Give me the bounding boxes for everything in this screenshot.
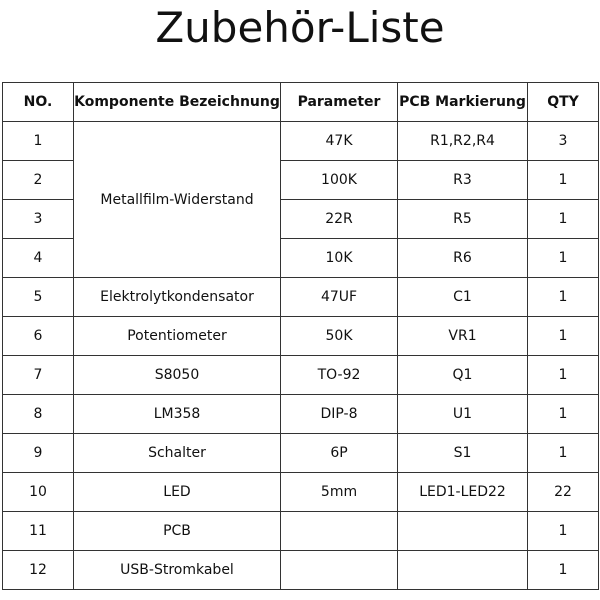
cell-pcb-marking: R5 (397, 199, 528, 239)
cell-no: 4 (2, 238, 74, 278)
cell-component: LM358 (73, 394, 281, 434)
cell-component: Potentiometer (73, 316, 281, 356)
table-row: 10 LED 5mm LED1-LED22 22 (2, 472, 599, 512)
cell-no: 9 (2, 433, 74, 473)
cell-no: 5 (2, 277, 74, 317)
cell-parameter: 22R (280, 199, 398, 239)
cell-pcb-marking: VR1 (397, 316, 528, 356)
cell-pcb-marking: R3 (397, 160, 528, 200)
cell-no: 11 (2, 511, 74, 551)
table-row: 7 S8050 TO-92 Q1 1 (2, 355, 599, 395)
table-row: 1 Metallfilm-Widerstand 47K R1,R2,R4 3 (2, 121, 599, 278)
cell-qty: 1 (527, 355, 599, 395)
table-row: 11 PCB 1 (2, 511, 599, 551)
page-title: Zubehör-Liste (155, 3, 445, 52)
cell-component: LED (73, 472, 281, 512)
cell-pcb-marking: C1 (397, 277, 528, 317)
cell-parameter: 50K (280, 316, 398, 356)
cell-pcb-marking: LED1-LED22 (397, 472, 528, 512)
header-qty: QTY (527, 82, 599, 122)
cell-pcb-marking: U1 (397, 394, 528, 434)
cell-parameter: 47UF (280, 277, 398, 317)
cell-pcb-marking (397, 511, 528, 551)
header-parameter: Parameter (280, 82, 398, 122)
cell-component: Schalter (73, 433, 281, 473)
cell-no: 10 (2, 472, 74, 512)
cell-pcb-marking: S1 (397, 433, 528, 473)
cell-qty: 1 (527, 550, 599, 590)
table-row: 9 Schalter 6P S1 1 (2, 433, 599, 473)
cell-component: USB-Stromkabel (73, 550, 281, 590)
cell-qty: 3 (527, 121, 599, 161)
cell-qty: 1 (527, 511, 599, 551)
cell-parameter (280, 550, 398, 590)
cell-pcb-marking: R1,R2,R4 (397, 121, 528, 161)
cell-no: 12 (2, 550, 74, 590)
table-row: 2 100K R3 1 (2, 160, 599, 200)
cell-component: Elektrolytkondensator (73, 277, 281, 317)
header-pcb: PCB Markierung (397, 82, 528, 122)
cell-qty: 1 (527, 277, 599, 317)
cell-pcb-marking (397, 550, 528, 590)
cell-qty: 22 (527, 472, 599, 512)
cell-qty: 1 (527, 160, 599, 200)
cell-parameter: 100K (280, 160, 398, 200)
cell-pcb-marking: R6 (397, 238, 528, 278)
cell-parameter: 47K (280, 121, 398, 161)
cell-component: S8050 (73, 355, 281, 395)
cell-component: PCB (73, 511, 281, 551)
cell-parameter: DIP-8 (280, 394, 398, 434)
cell-pcb-marking: Q1 (397, 355, 528, 395)
cell-parameter: 5mm (280, 472, 398, 512)
cell-no: 7 (2, 355, 74, 395)
cell-qty: 1 (527, 394, 599, 434)
cell-qty: 1 (527, 199, 599, 239)
cell-no: 6 (2, 316, 74, 356)
parts-table: NO. Komponente Bezeichnung Parameter PCB… (2, 82, 599, 590)
header-no: NO. (2, 82, 74, 122)
table-row: 5 Elektrolytkondensator 47UF C1 1 (2, 277, 599, 317)
cell-no: 3 (2, 199, 74, 239)
cell-parameter: TO-92 (280, 355, 398, 395)
cell-qty: 1 (527, 433, 599, 473)
cell-qty: 1 (527, 316, 599, 356)
cell-parameter: 6P (280, 433, 398, 473)
cell-component: Metallfilm-Widerstand (73, 121, 281, 278)
cell-qty: 1 (527, 238, 599, 278)
cell-no: 1 (2, 121, 74, 161)
cell-no: 8 (2, 394, 74, 434)
table-row: 8 LM358 DIP-8 U1 1 (2, 394, 599, 434)
table-row: 6 Potentiometer 50K VR1 1 (2, 316, 599, 356)
cell-no: 2 (2, 160, 74, 200)
cell-parameter: 10K (280, 238, 398, 278)
header-row: NO. Komponente Bezeichnung Parameter PCB… (2, 82, 599, 122)
table-row: 12 USB-Stromkabel 1 (2, 550, 599, 590)
header-component: Komponente Bezeichnung (73, 82, 281, 122)
cell-parameter (280, 511, 398, 551)
